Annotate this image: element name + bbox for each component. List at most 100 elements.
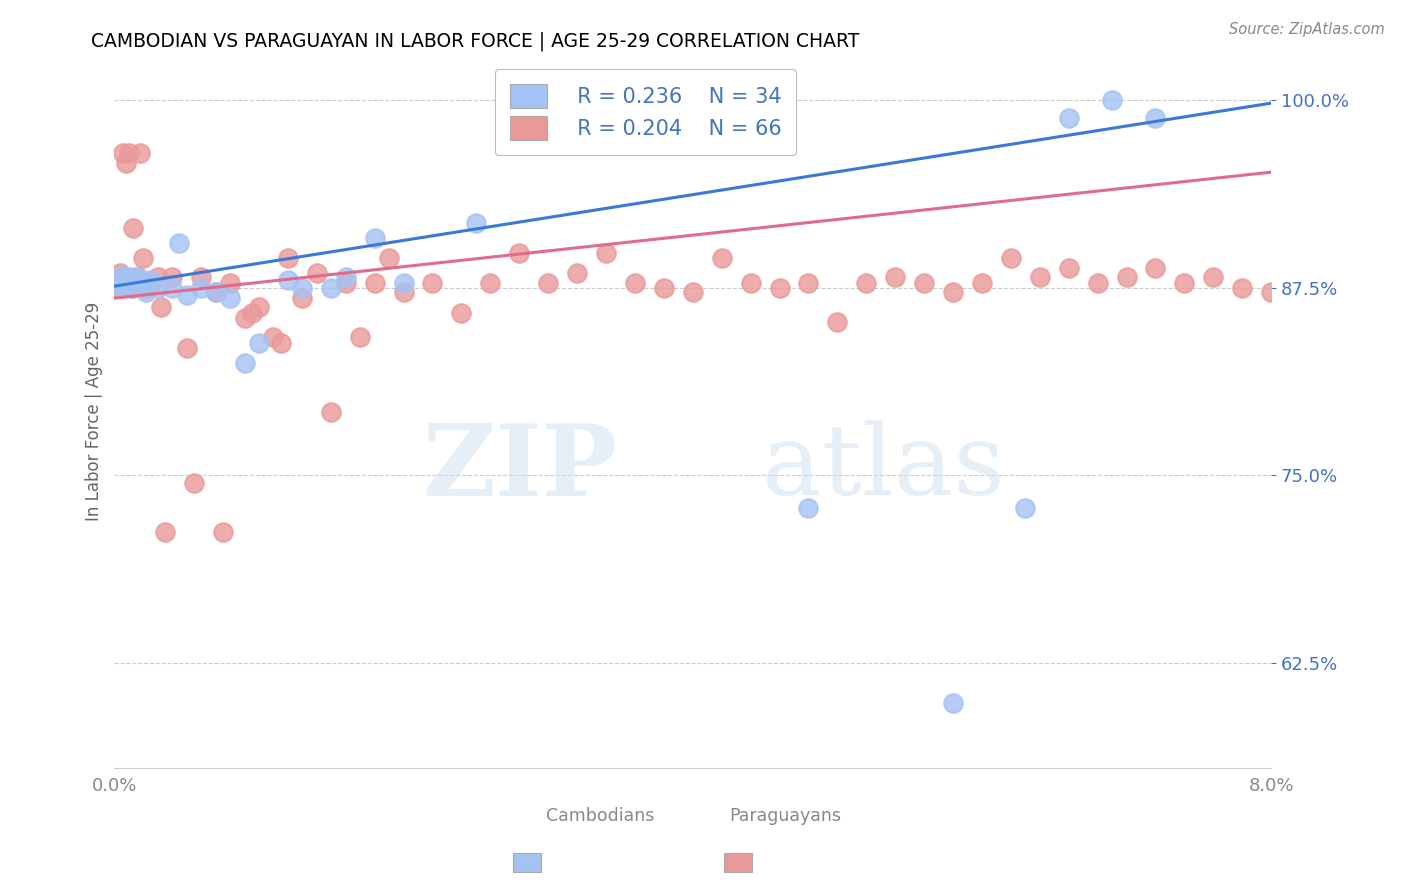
Point	[135, 285, 157, 300]
Point	[169, 235, 191, 250]
Point	[1202, 270, 1225, 285]
Point	[797, 276, 820, 290]
Point	[450, 306, 472, 320]
Point	[682, 285, 704, 300]
Point	[335, 276, 357, 290]
Point	[111, 268, 134, 283]
Point	[122, 220, 145, 235]
Point	[176, 288, 198, 302]
Point	[1057, 261, 1080, 276]
Point	[335, 270, 357, 285]
Point	[624, 276, 647, 290]
Point	[970, 276, 993, 290]
Point	[118, 270, 141, 285]
Point	[392, 285, 415, 300]
Point	[132, 276, 155, 290]
Point	[710, 251, 733, 265]
Point	[262, 330, 284, 344]
Point	[277, 273, 299, 287]
Point	[1101, 93, 1123, 107]
Point	[321, 280, 343, 294]
Point	[270, 336, 292, 351]
Point	[146, 280, 169, 294]
Point	[1057, 111, 1080, 125]
Point	[942, 696, 965, 710]
Point	[240, 306, 263, 320]
Point	[121, 280, 143, 294]
Y-axis label: In Labor Force | Age 25-29: In Labor Force | Age 25-29	[86, 301, 103, 521]
Point	[1260, 285, 1282, 300]
Point	[233, 356, 256, 370]
Point	[204, 285, 226, 300]
Point	[183, 475, 205, 490]
Point	[537, 276, 560, 290]
Point	[363, 276, 385, 290]
Point	[139, 273, 162, 287]
Point	[321, 405, 343, 419]
Point	[108, 266, 131, 280]
Point	[127, 270, 149, 285]
Point	[115, 156, 138, 170]
Point	[1144, 111, 1167, 125]
Point	[219, 276, 242, 290]
Point	[121, 280, 143, 294]
Point	[233, 310, 256, 325]
Point	[740, 276, 762, 290]
Point	[211, 525, 233, 540]
Text: CAMBODIAN VS PARAGUAYAN IN LABOR FORCE | AGE 25-29 CORRELATION CHART: CAMBODIAN VS PARAGUAYAN IN LABOR FORCE |…	[91, 31, 859, 51]
Point	[652, 280, 675, 294]
Point	[1029, 270, 1052, 285]
Point	[797, 501, 820, 516]
Point	[1144, 261, 1167, 276]
Point	[112, 280, 135, 294]
Point	[291, 291, 314, 305]
Point	[1115, 270, 1137, 285]
Point	[942, 285, 965, 300]
Text: Source: ZipAtlas.com: Source: ZipAtlas.com	[1229, 22, 1385, 37]
Point	[162, 270, 184, 285]
Point	[118, 145, 141, 160]
Point	[176, 341, 198, 355]
Point	[153, 525, 176, 540]
Point	[277, 251, 299, 265]
Point	[247, 300, 270, 314]
Point	[349, 330, 371, 344]
Point	[149, 300, 172, 314]
Point	[247, 336, 270, 351]
Point	[204, 285, 226, 300]
Point	[135, 280, 157, 294]
Point	[768, 280, 790, 294]
Point	[378, 251, 401, 265]
Point	[855, 276, 877, 290]
Point	[1230, 280, 1253, 294]
Point	[363, 231, 385, 245]
Point	[479, 276, 502, 290]
Point	[827, 315, 849, 329]
Point	[595, 246, 617, 260]
Point	[392, 276, 415, 290]
Point	[190, 280, 212, 294]
Point	[1014, 501, 1036, 516]
Point	[139, 276, 162, 290]
Point	[1087, 276, 1109, 290]
Point	[508, 246, 530, 260]
Point	[912, 276, 935, 290]
Point	[508, 130, 530, 145]
Point	[305, 266, 328, 280]
Point	[422, 276, 444, 290]
Point	[132, 251, 155, 265]
Legend:   R = 0.236    N = 34,   R = 0.204    N = 66: R = 0.236 N = 34, R = 0.204 N = 66	[495, 69, 796, 154]
Point	[125, 270, 148, 285]
Text: ZIP: ZIP	[423, 420, 617, 517]
Point	[129, 145, 152, 160]
Point	[464, 216, 486, 230]
Point	[1000, 251, 1022, 265]
Point	[124, 273, 146, 287]
Text: Paraguayans: Paraguayans	[730, 807, 841, 825]
Point	[115, 273, 138, 287]
Point	[105, 280, 128, 294]
Text: Cambodians: Cambodians	[546, 807, 654, 825]
Point	[162, 280, 184, 294]
Point	[190, 270, 212, 285]
Text: atlas: atlas	[762, 420, 1005, 516]
